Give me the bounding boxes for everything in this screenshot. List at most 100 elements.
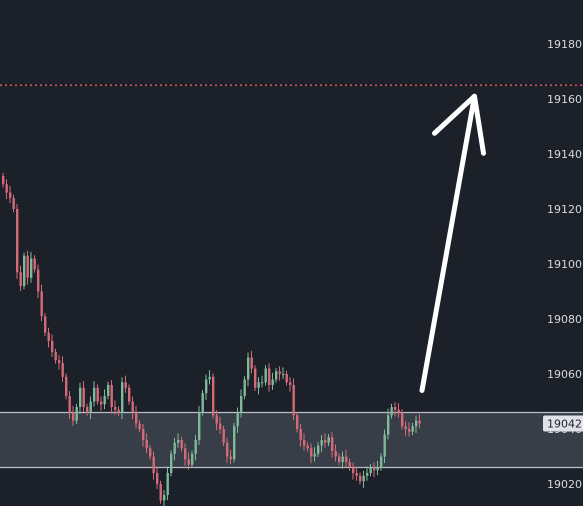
candle [271,372,274,390]
candle [19,265,22,291]
current-price-tag-bg [543,415,583,432]
candle [117,406,120,416]
candle [359,472,362,485]
candle [156,466,159,489]
candle-body [23,255,26,286]
candle [68,391,71,420]
candles-layer [2,172,421,506]
candle [313,447,316,462]
candle-body [138,423,141,429]
candle [145,433,148,454]
candle [58,355,61,370]
candle [208,370,211,385]
candle [103,389,106,410]
candle [96,384,99,405]
candle-body [299,429,302,440]
y-tick-label: 19160 [547,93,582,106]
candle-body [345,456,348,462]
candle-body [110,385,113,407]
candle-body [117,409,120,413]
candle-body [355,473,358,476]
candle-body [401,412,404,427]
candle-body [334,451,337,457]
candle-body [233,426,236,460]
overlay-layer [0,84,583,393]
candle [110,380,113,414]
candle-body [145,440,148,449]
y-tick-label: 19060 [547,368,582,381]
candle-body [201,393,204,413]
candle-body [366,473,369,476]
candle-body [184,448,187,460]
candle-body [159,484,162,501]
candle-body [390,407,393,416]
candle-body [313,453,316,457]
candle-body [275,371,278,380]
arrow-head [432,93,486,156]
candle [9,185,12,203]
candle [338,453,341,466]
candle [163,490,166,506]
candle [54,348,57,364]
candle [415,415,418,433]
candle [100,396,103,411]
candle [138,420,141,433]
candle-body [282,374,285,375]
candle-body [250,357,253,369]
candle-body [404,426,407,429]
candle [135,405,138,429]
candle [51,334,54,357]
candle [257,377,260,395]
candle [47,327,50,348]
candle-body [310,448,313,457]
candle-body [306,445,309,449]
candle-body [408,429,411,432]
candle [261,375,264,388]
candle [75,403,78,425]
candle-body [212,376,215,416]
candle-body [205,379,208,394]
candle [243,376,246,400]
candle-body [177,440,180,443]
candle-body [411,426,414,432]
candle [320,435,323,453]
candle-body [261,382,264,384]
candle [292,378,295,421]
candle-body [54,352,57,361]
candle [170,450,173,477]
candle-body [292,385,295,416]
candle [282,367,285,379]
candle-body [61,363,64,377]
candle-body [12,198,15,209]
candle-body [86,407,89,413]
candle [341,451,344,469]
candle [376,460,379,476]
candle [16,204,19,279]
candle [348,458,351,471]
candle-body [163,495,166,501]
candle [397,403,400,418]
candle [289,377,292,392]
candle [65,373,68,400]
candle [236,407,239,433]
candle-body [121,382,124,413]
candle-body [152,456,155,473]
candle-body [191,453,194,465]
candle-body [44,316,47,333]
candle-body [170,453,173,473]
candle [264,365,267,386]
candle-body [285,374,288,383]
candle [61,356,64,382]
candle [345,449,348,467]
candle [408,422,411,437]
arrow-shaft [419,93,477,393]
candle [394,402,397,417]
candle-body [394,407,397,410]
candle [82,381,85,412]
candle-body [58,360,61,363]
price-axis: 1902019040190601908019100191201914019160… [543,38,583,491]
candle-body [215,415,218,424]
candle-body [187,459,190,465]
candle-body [114,407,117,410]
